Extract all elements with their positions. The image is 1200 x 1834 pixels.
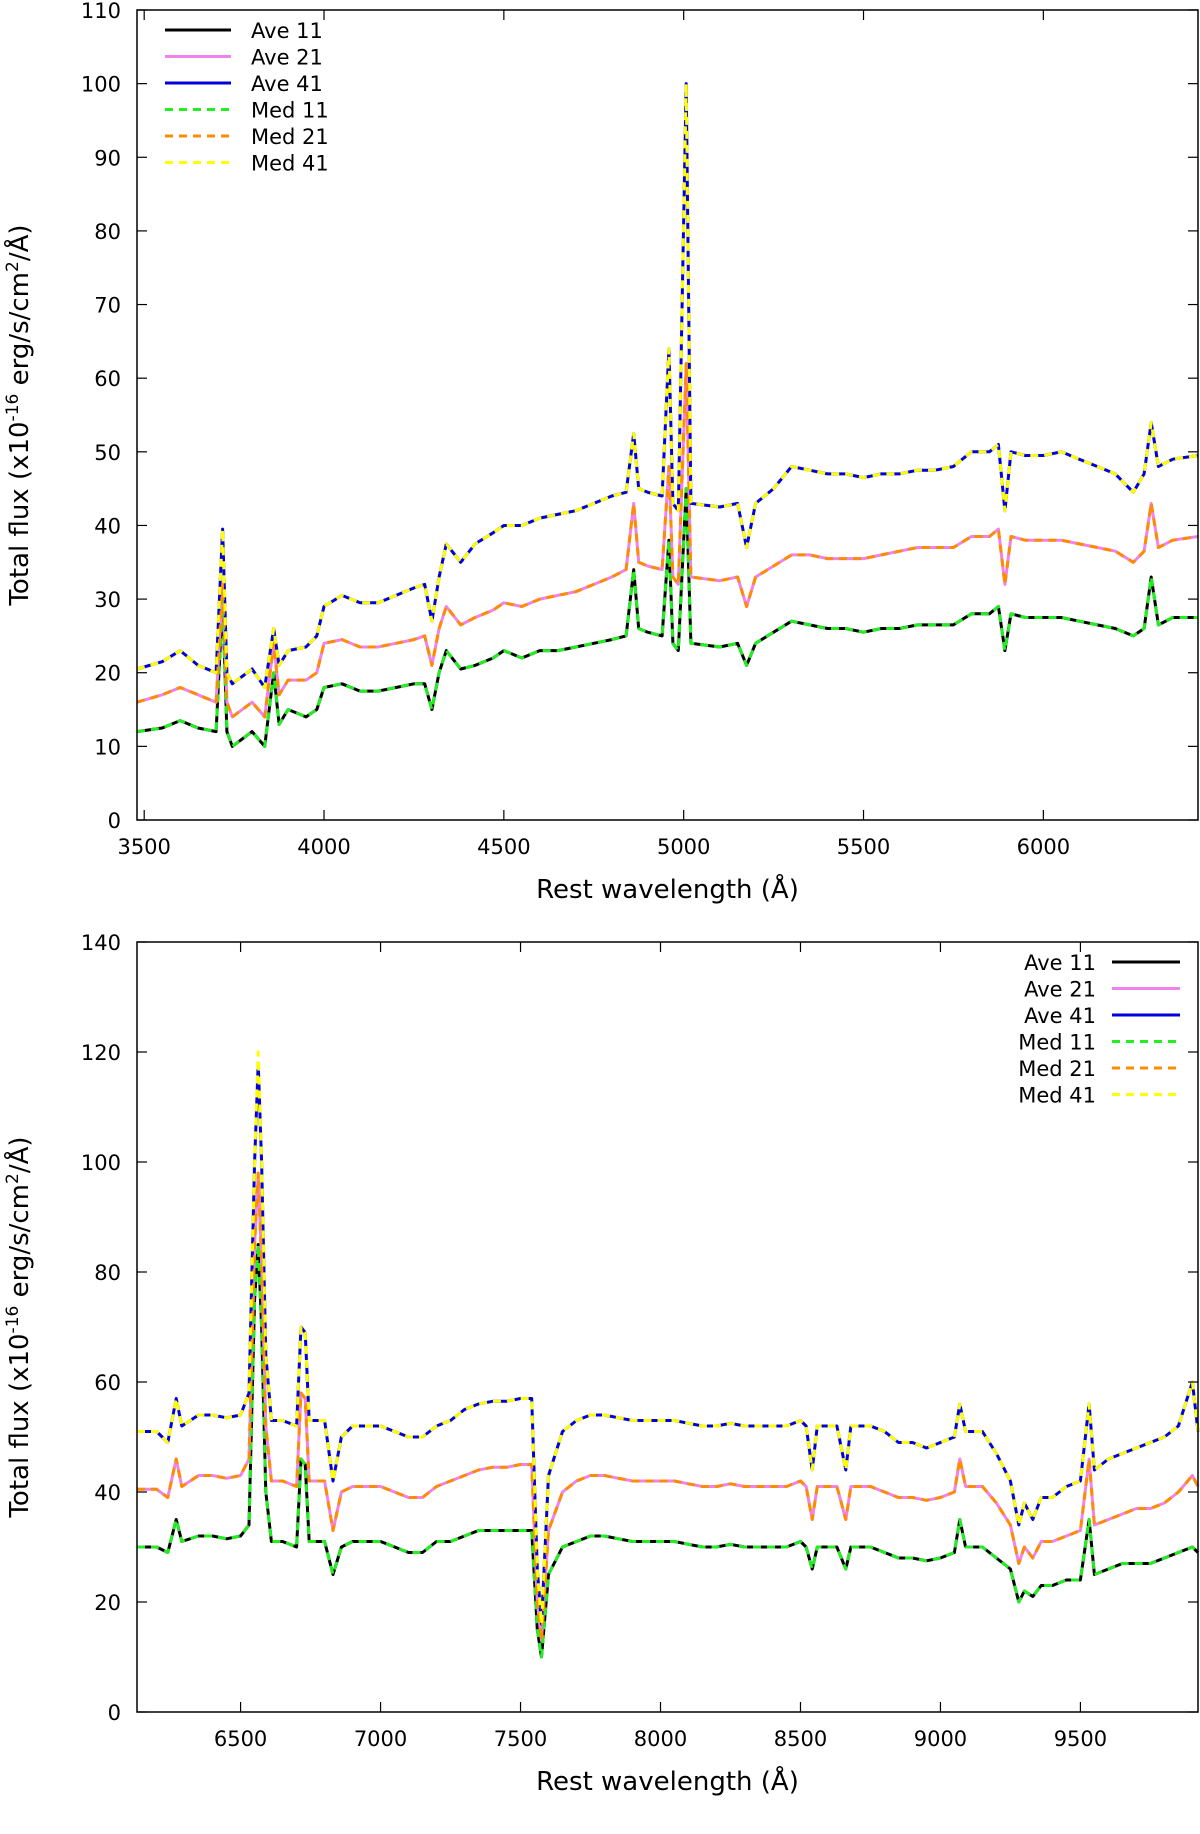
x-tick-label: 8000 xyxy=(634,1727,687,1751)
x-tick-label: 5000 xyxy=(657,835,710,859)
y-tick-label: 0 xyxy=(108,1701,121,1725)
plot-frame xyxy=(136,9,1199,821)
series-line-med-11 xyxy=(136,487,1198,748)
y-axis-title-part: erg/s/cm xyxy=(5,272,35,394)
series-line-ave-11 xyxy=(137,1243,1200,1659)
y-tick-label: 140 xyxy=(81,931,121,955)
legend-label: Ave 21 xyxy=(251,46,323,70)
legend-label: Med 11 xyxy=(1018,1031,1096,1055)
axis-ticks: 3500 4000 4500 5000 5500 6000 0 10 20 30 40 50 60 70 8… xyxy=(81,0,1198,859)
y-tick-label: 20 xyxy=(94,662,121,686)
chart-panel-1: 3500 4000 4500 5000 5500 6000 0 10 20 30 40 50 60 70 8… xyxy=(3,0,1199,905)
legend-label: Med 21 xyxy=(1018,1057,1096,1081)
y-tick-label: 40 xyxy=(94,514,121,538)
legend-label: Ave 41 xyxy=(251,72,323,96)
x-tick-label: 6500 xyxy=(214,1727,267,1751)
y-tick-label: 110 xyxy=(81,0,121,23)
series-lines xyxy=(137,1050,1200,1659)
y-tick-label: 0 xyxy=(108,809,121,833)
x-tick-label: 8500 xyxy=(774,1727,827,1751)
y-axis-title-part: -16 xyxy=(3,1306,23,1334)
y-tick-label: 100 xyxy=(81,1151,121,1175)
y-tick-label: 100 xyxy=(81,73,121,97)
x-tick-label: 5500 xyxy=(837,835,890,859)
x-tick-label: 4000 xyxy=(297,835,350,859)
y-tick-label: 90 xyxy=(94,146,121,170)
series-line-med-21 xyxy=(137,1171,1200,1642)
x-tick-label: 9000 xyxy=(914,1727,967,1751)
y-tick-label: 50 xyxy=(94,441,121,465)
legend-label: Ave 41 xyxy=(1024,1004,1096,1028)
y-axis-title-part: 2 xyxy=(3,261,23,272)
plot-frame xyxy=(136,941,1199,1713)
x-tick-label: 9500 xyxy=(1054,1727,1107,1751)
x-axis-title: Rest wavelength (Å) xyxy=(536,873,799,905)
y-axis-title: Total flux (x10-16 erg/s/cm2/Å) xyxy=(3,224,35,606)
y-axis-title-part: erg/s/cm xyxy=(5,1184,35,1306)
x-tick-label: 7500 xyxy=(494,1727,547,1751)
x-tick-label: 4500 xyxy=(477,835,530,859)
legend-label: Ave 21 xyxy=(1024,978,1096,1002)
chart-panel-2: 6500 7000 7500 8000 8500 9000 9500 0 20 40 60 80 100… xyxy=(3,931,1200,1797)
legend-label: Ave 11 xyxy=(1024,951,1096,975)
y-tick-label: 40 xyxy=(94,1481,121,1505)
x-tick-label: 3500 xyxy=(117,835,170,859)
legend-label: Med 41 xyxy=(1018,1084,1096,1108)
y-axis-title: Total flux (x10-16 erg/s/cm2/Å) xyxy=(3,1136,35,1518)
y-tick-label: 10 xyxy=(94,735,121,759)
legend-label: Med 41 xyxy=(251,152,329,176)
series-line-med-21 xyxy=(136,362,1199,719)
y-axis-title-part: Total flux (x10 xyxy=(5,1333,35,1518)
y-axis-title-part: -16 xyxy=(3,394,23,422)
y-tick-label: 30 xyxy=(94,588,121,612)
y-tick-label: 80 xyxy=(94,220,121,244)
y-tick-label: 80 xyxy=(94,1261,121,1285)
y-axis-title-part: /Å) xyxy=(3,1136,35,1173)
x-tick-label: 7000 xyxy=(354,1727,407,1751)
series-lines xyxy=(136,82,1199,748)
y-axis-title-part: 2 xyxy=(3,1173,23,1184)
legend-label: Med 21 xyxy=(251,125,329,149)
series-line-med-11 xyxy=(137,1243,1200,1659)
y-tick-label: 120 xyxy=(81,1041,121,1065)
y-axis-title-part: /Å) xyxy=(3,224,35,261)
y-axis-title-part: Total flux (x10 xyxy=(5,421,35,606)
x-tick-label: 6000 xyxy=(1017,835,1070,859)
y-tick-label: 20 xyxy=(94,1591,121,1615)
y-tick-label: 60 xyxy=(94,367,121,391)
y-tick-label: 60 xyxy=(94,1371,121,1395)
series-line-med-41 xyxy=(136,82,1199,689)
axis-ticks: 6500 7000 7500 8000 8500 9000 9500 0 20 40 60 80 100… xyxy=(81,931,1198,1751)
series-line-med-41 xyxy=(137,1050,1200,1626)
legend-label: Med 11 xyxy=(251,99,329,123)
y-tick-label: 70 xyxy=(94,294,121,318)
legend-label: Ave 11 xyxy=(251,19,323,43)
x-axis-title: Rest wavelength (Å) xyxy=(536,1765,799,1797)
